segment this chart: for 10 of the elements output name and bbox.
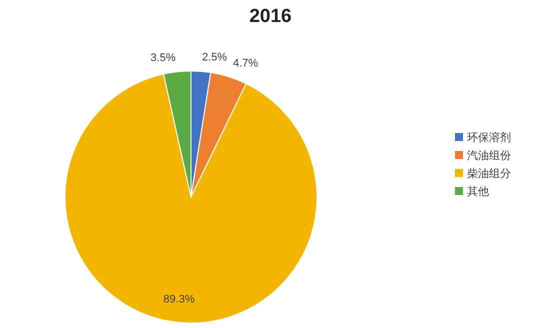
chart-title: 2016 — [248, 6, 293, 28]
legend-label: 柴油组分 — [467, 166, 511, 180]
data-label: 4.7% — [233, 57, 258, 70]
legend-label: 汽油组份 — [467, 148, 511, 162]
data-label: 3.5% — [150, 52, 176, 64]
data-label: 2.5% — [202, 51, 228, 64]
legend-label: 环保溶剂 — [467, 130, 511, 144]
pie-slice — [64, 74, 318, 324]
legend-label: 其他 — [467, 184, 489, 198]
data-label: 89.3% — [163, 294, 195, 306]
